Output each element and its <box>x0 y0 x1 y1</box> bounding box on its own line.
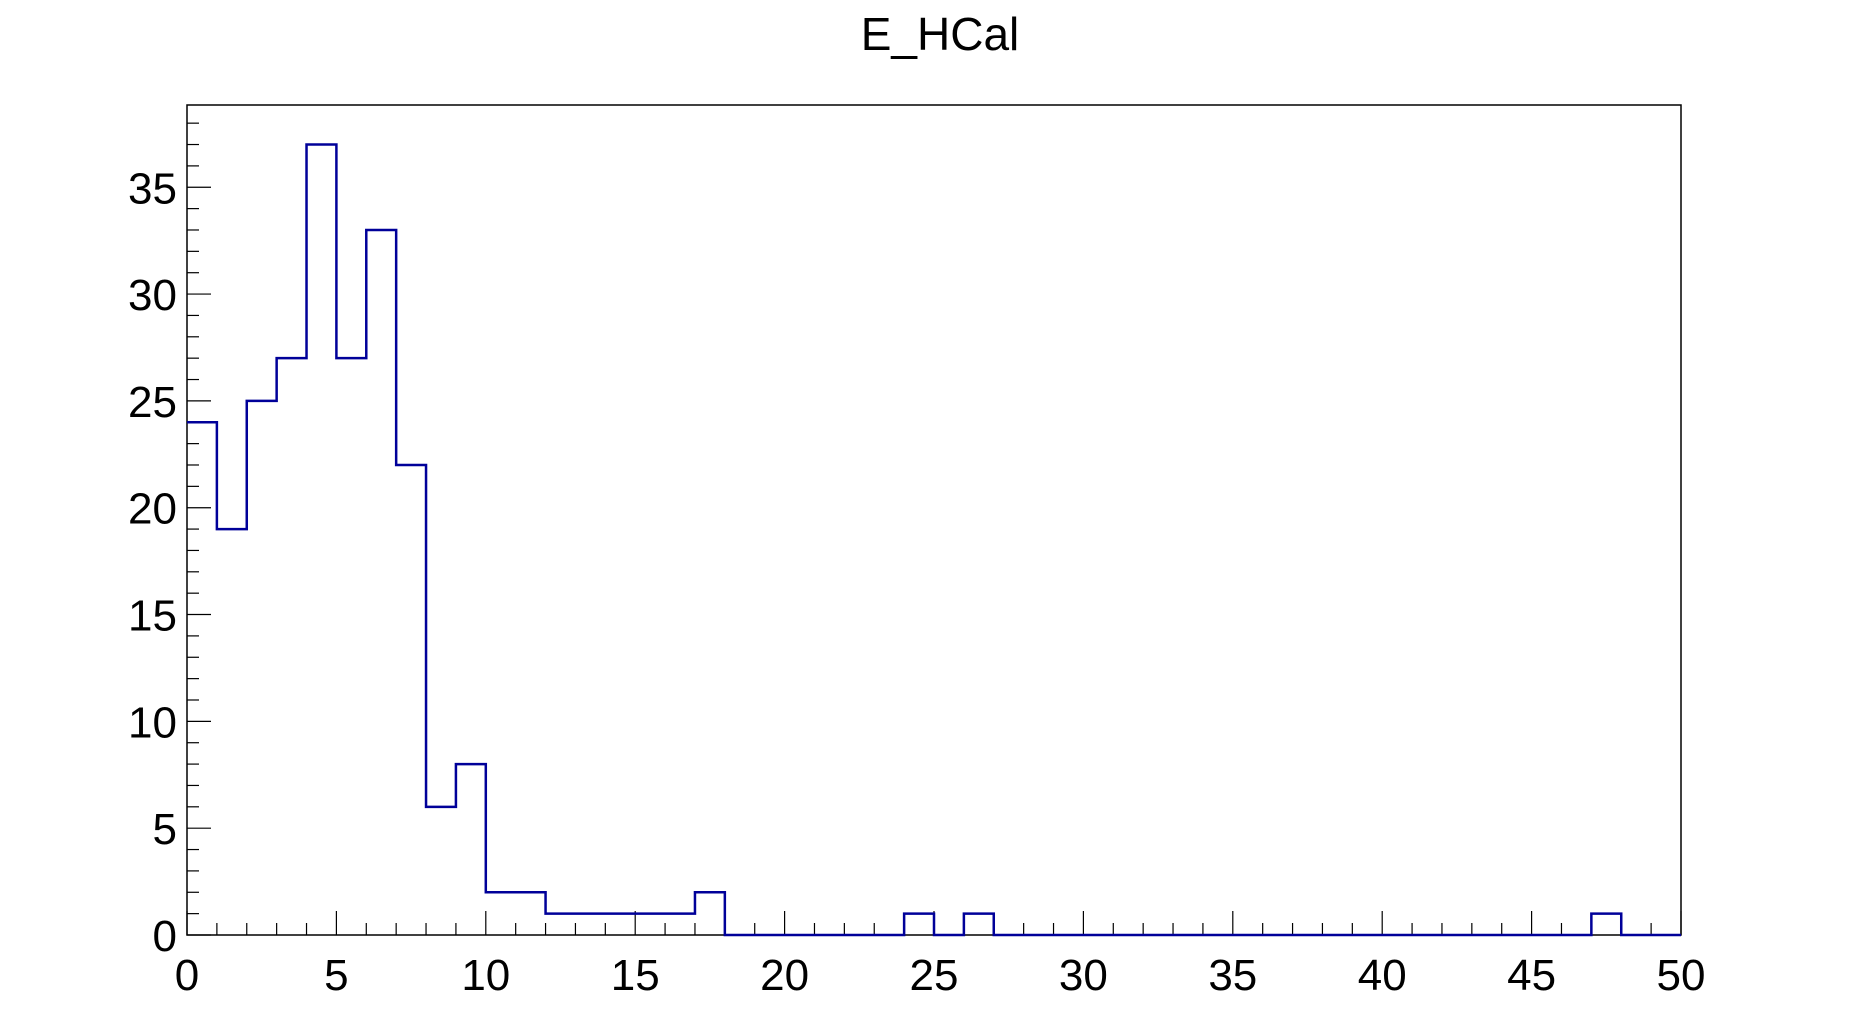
histogram-bin <box>1591 914 1621 935</box>
histogram-bin <box>426 807 456 935</box>
x-tick-label: 45 <box>1507 951 1556 1000</box>
x-tick-label: 0 <box>175 951 199 1000</box>
histogram-bin <box>635 914 665 935</box>
histogram-bin <box>964 914 994 935</box>
histogram-bin <box>366 230 396 935</box>
tick-labels: 0 5 10 15 20 25 30 35 40 45 50 0 5 10 15 20 25 30 35 <box>128 164 1705 1000</box>
y-tick-label: 5 <box>153 805 177 854</box>
histogram-bin <box>247 401 277 935</box>
histogram-bin <box>456 764 486 935</box>
histogram-bin <box>187 422 217 935</box>
x-tick-label: 50 <box>1657 951 1706 1000</box>
histogram-line <box>187 143 1681 937</box>
histogram-bin <box>546 914 576 935</box>
histogram-bin <box>396 465 426 935</box>
y-tick-label: 15 <box>128 592 177 641</box>
axis-ticks <box>186 122 1682 936</box>
histogram-bin <box>336 358 366 935</box>
histogram-bin <box>665 914 695 935</box>
histogram-series <box>187 143 1681 937</box>
y-tick-label: 0 <box>153 912 177 961</box>
histogram-bin <box>486 892 516 935</box>
histogram-bin <box>904 914 934 935</box>
x-tick-label: 40 <box>1358 951 1407 1000</box>
y-tick-label: 35 <box>128 164 177 213</box>
y-tick-label: 10 <box>128 698 177 747</box>
x-tick-label: 15 <box>611 951 660 1000</box>
histogram-bin <box>605 914 635 935</box>
histogram-bin <box>277 358 307 935</box>
histogram-bin <box>575 914 605 935</box>
y-tick-label: 30 <box>128 271 177 320</box>
histogram-bin <box>516 892 546 935</box>
x-tick-label: 20 <box>760 951 809 1000</box>
x-tick-label: 10 <box>461 951 510 1000</box>
x-tick-label: 35 <box>1208 951 1257 1000</box>
x-tick-label: 5 <box>324 951 348 1000</box>
y-tick-label: 20 <box>128 485 177 534</box>
x-tick-label: 30 <box>1059 951 1108 1000</box>
histogram-bin <box>217 529 247 935</box>
histogram-bin <box>307 145 337 935</box>
y-tick-label: 25 <box>128 378 177 427</box>
histogram-bin <box>695 892 725 935</box>
x-tick-label: 25 <box>910 951 959 1000</box>
chart-title: E_HCal <box>861 8 1020 60</box>
